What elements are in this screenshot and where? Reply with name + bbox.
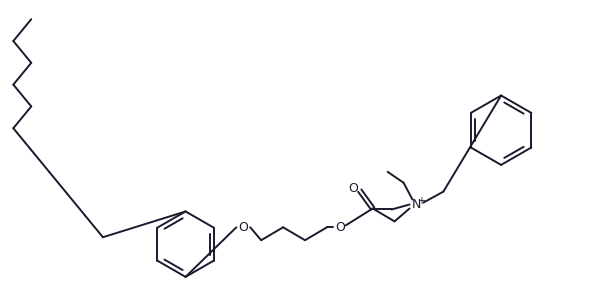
Text: O: O [238, 221, 248, 234]
Text: N: N [412, 198, 421, 211]
Text: +: + [417, 196, 425, 206]
Text: O: O [335, 221, 345, 234]
Text: O: O [348, 182, 358, 195]
